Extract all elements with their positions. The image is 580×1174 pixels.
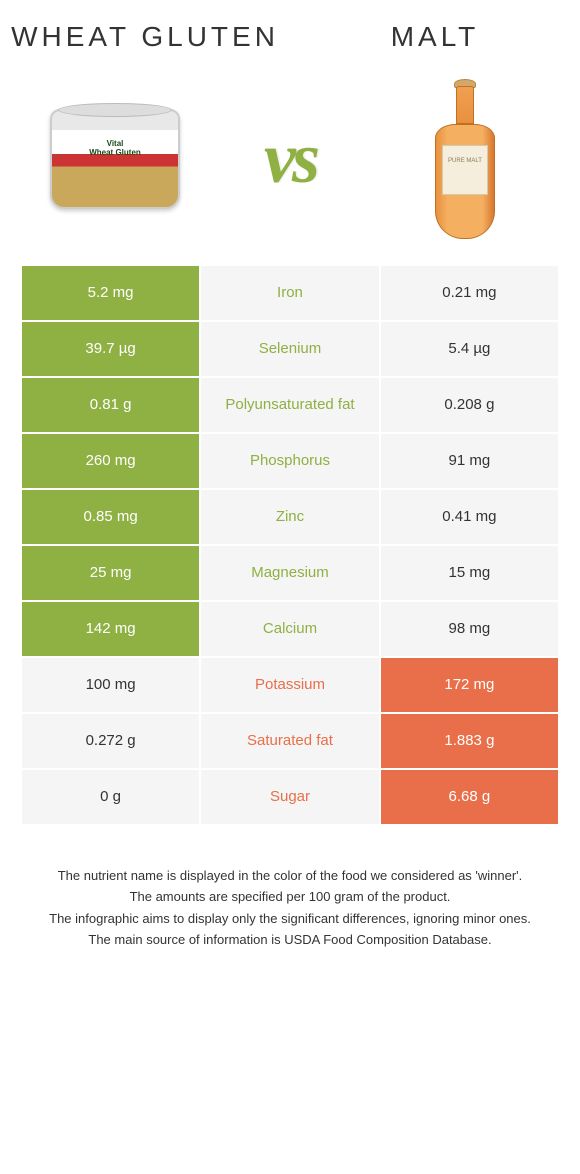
table-row: 0.85 mgZinc0.41 mg	[21, 489, 559, 545]
right-value-cell: 0.41 mg	[380, 489, 559, 545]
table-row: 0.272 gSaturated fat1.883 g	[21, 713, 559, 769]
wheat-gluten-can-icon: VitalWheat Gluten	[50, 109, 180, 209]
nutrient-name-cell: Magnesium	[200, 545, 380, 601]
right-value-cell: 1.883 g	[380, 713, 559, 769]
comparison-infographic: Wheat gluten Malt VitalWheat Gluten vs P…	[0, 0, 580, 950]
vs-label: vs	[264, 117, 316, 200]
right-value-cell: 6.68 g	[380, 769, 559, 825]
nutrient-name-cell: Zinc	[200, 489, 380, 545]
malt-bottle-icon: PURE MALT	[435, 79, 495, 239]
table-row: 260 mgPhosphorus91 mg	[21, 433, 559, 489]
right-value-cell: 0.21 mg	[380, 265, 559, 321]
right-value-cell: 91 mg	[380, 433, 559, 489]
right-value-cell: 5.4 µg	[380, 321, 559, 377]
footer-line: The nutrient name is displayed in the co…	[40, 866, 540, 886]
nutrient-name-cell: Potassium	[200, 657, 380, 713]
table-row: 5.2 mgIron0.21 mg	[21, 265, 559, 321]
left-value-cell: 142 mg	[21, 601, 200, 657]
left-value-cell: 0.272 g	[21, 713, 200, 769]
nutrient-name-cell: Iron	[200, 265, 380, 321]
left-value-cell: 5.2 mg	[21, 265, 200, 321]
footer-line: The infographic aims to display only the…	[40, 909, 540, 929]
titles-row: Wheat gluten Malt	[0, 0, 580, 64]
nutrient-name-cell: Sugar	[200, 769, 380, 825]
left-title: Wheat gluten	[0, 20, 290, 54]
left-value-cell: 0.85 mg	[21, 489, 200, 545]
left-value-cell: 260 mg	[21, 433, 200, 489]
nutrient-name-cell: Phosphorus	[200, 433, 380, 489]
table-row: 39.7 µgSelenium5.4 µg	[21, 321, 559, 377]
left-value-cell: 25 mg	[21, 545, 200, 601]
right-value-cell: 98 mg	[380, 601, 559, 657]
table-row: 100 mgPotassium172 mg	[21, 657, 559, 713]
footer-line: The main source of information is USDA F…	[40, 930, 540, 950]
right-value-cell: 0.208 g	[380, 377, 559, 433]
footer-line: The amounts are specified per 100 gram o…	[40, 887, 540, 907]
nutrient-name-cell: Selenium	[200, 321, 380, 377]
right-food-image: PURE MALT	[390, 84, 540, 234]
table-row: 0.81 gPolyunsaturated fat0.208 g	[21, 377, 559, 433]
left-value-cell: 100 mg	[21, 657, 200, 713]
images-row: VitalWheat Gluten vs PURE MALT	[0, 64, 580, 264]
right-title: Malt	[290, 20, 580, 54]
table-row: 0 gSugar6.68 g	[21, 769, 559, 825]
left-value-cell: 0 g	[21, 769, 200, 825]
right-value-cell: 15 mg	[380, 545, 559, 601]
left-food-image: VitalWheat Gluten	[40, 84, 190, 234]
table-row: 25 mgMagnesium15 mg	[21, 545, 559, 601]
left-value-cell: 0.81 g	[21, 377, 200, 433]
nutrient-table: 5.2 mgIron0.21 mg39.7 µgSelenium5.4 µg0.…	[20, 264, 560, 826]
right-value-cell: 172 mg	[380, 657, 559, 713]
nutrient-name-cell: Polyunsaturated fat	[200, 377, 380, 433]
footer-notes: The nutrient name is displayed in the co…	[40, 866, 540, 950]
nutrient-name-cell: Saturated fat	[200, 713, 380, 769]
table-row: 142 mgCalcium98 mg	[21, 601, 559, 657]
left-value-cell: 39.7 µg	[21, 321, 200, 377]
nutrient-name-cell: Calcium	[200, 601, 380, 657]
